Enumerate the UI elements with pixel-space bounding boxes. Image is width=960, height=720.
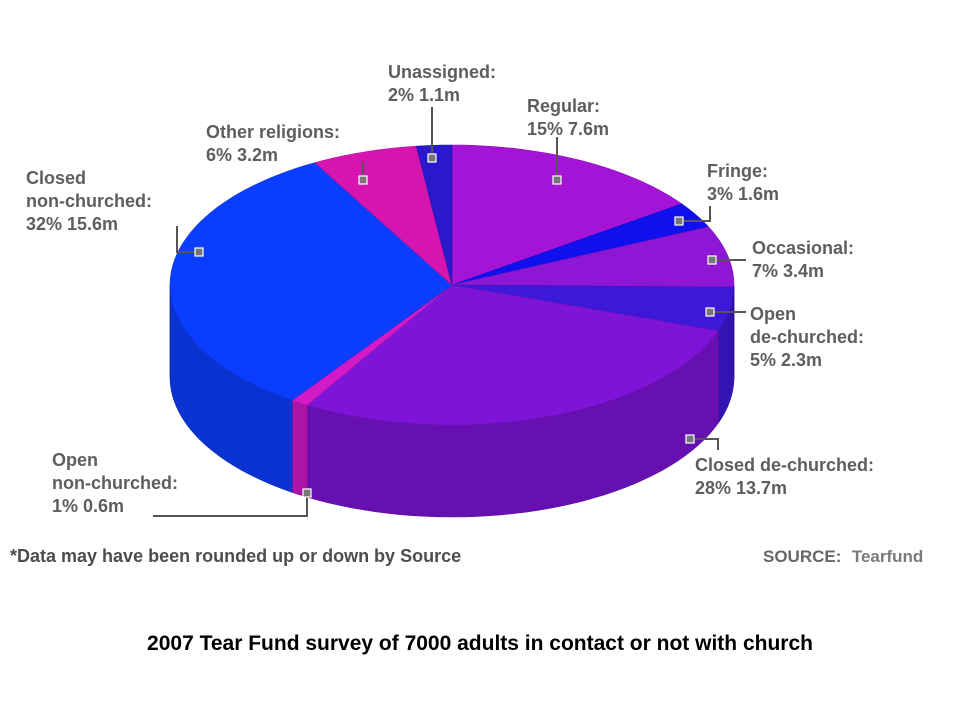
- slice-occasional: [451, 226, 735, 288]
- label-value: 1% 0.6m: [52, 496, 124, 516]
- slice-fringe: [451, 203, 710, 286]
- leader-marker-closed-non-churched: [194, 247, 204, 257]
- leader-marker-open-non-churched: [302, 488, 312, 498]
- label-name-line: Open: [750, 304, 796, 324]
- label-name-line: Unassigned:: [388, 62, 496, 82]
- source-name: Tearfund: [852, 547, 923, 566]
- label-occasional: Occasional: 7% 3.4m: [752, 238, 854, 281]
- label-closed-de-churched: Closed de-churched: 28% 13.7m: [695, 455, 874, 498]
- label-name-line: Occasional:: [752, 238, 854, 258]
- label-name-line: Other religions:: [206, 122, 340, 142]
- slice-regular: [451, 144, 683, 286]
- label-value: 32% 15.6m: [26, 214, 118, 234]
- leader-marker-other-religions: [358, 175, 368, 185]
- leader-marker-occasional: [707, 255, 717, 265]
- label-other-religions: Other religions: 6% 3.2m: [206, 122, 340, 165]
- label-name-line: Open: [52, 450, 98, 470]
- slice-unassigned: [415, 144, 453, 286]
- label-open-non-churched: Open non-churched: 1% 0.6m: [52, 450, 178, 516]
- label-value: 7% 3.4m: [752, 261, 824, 281]
- label-leaders: [153, 107, 746, 517]
- label-name-line: non-churched:: [52, 473, 178, 493]
- chart-caption: 2007 Tear Fund survey of 7000 adults in …: [147, 632, 813, 655]
- leader-closed-non-churched: [176, 226, 199, 253]
- label-name-line: Closed: [26, 168, 86, 188]
- label-closed-non-churched: Closed non-churched: 32% 15.6m: [26, 168, 152, 234]
- label-unassigned: Unassigned: 2% 1.1m: [388, 62, 496, 105]
- slice-labels: Regular: 15% 7.6m Fringe: 3% 1.6m Occasional…: [26, 62, 874, 516]
- label-open-de-churched: Open de-churched: 5% 2.3m: [750, 304, 864, 370]
- leader-marker-regular: [552, 175, 562, 185]
- pie-slices: [169, 144, 735, 426]
- slice-open-de-churched: [451, 284, 735, 332]
- label-name-line: non-churched:: [26, 191, 152, 211]
- pie-sides: [169, 284, 735, 518]
- leader-marker-fringe: [674, 216, 684, 226]
- label-name-line: Regular:: [527, 96, 600, 116]
- label-value: 15% 7.6m: [527, 119, 609, 139]
- label-value: 2% 1.1m: [388, 85, 460, 105]
- source-label: SOURCE:: [763, 547, 841, 566]
- source-credit: SOURCE: Tearfund: [763, 547, 923, 566]
- leader-marker-closed-de-churched: [685, 434, 695, 444]
- label-value: 6% 3.2m: [206, 145, 278, 165]
- leader-marker-open-de-churched: [705, 307, 715, 317]
- label-name-line: de-churched:: [750, 327, 864, 347]
- label-value: 5% 2.3m: [750, 350, 822, 370]
- leader-fringe: [679, 206, 711, 222]
- footnote: *Data may have been rounded up or down b…: [10, 546, 461, 566]
- slice-side-open-non-churched: [291, 399, 308, 498]
- slice-other-religions: [314, 145, 453, 286]
- label-value: 3% 1.6m: [707, 184, 779, 204]
- leader-marker-unassigned: [427, 153, 437, 163]
- leader-open-non-churched: [153, 493, 308, 517]
- slice-closed-non-churched: [169, 162, 453, 401]
- label-fringe: Fringe: 3% 1.6m: [707, 161, 779, 204]
- label-regular: Regular: 15% 7.6m: [527, 96, 609, 139]
- leader-closed-de-churched: [690, 438, 719, 450]
- label-name-line: Closed de-churched:: [695, 455, 874, 475]
- label-value: 28% 13.7m: [695, 478, 787, 498]
- label-name-line: Fringe:: [707, 161, 768, 181]
